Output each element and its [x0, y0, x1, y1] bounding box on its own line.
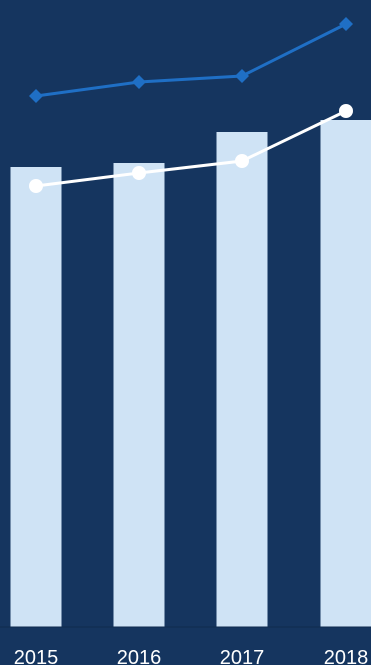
- point-diamond-2015: [29, 89, 43, 103]
- point-circle-2017: [235, 154, 249, 168]
- point-circle-2016: [132, 166, 146, 180]
- point-circle-2018: [339, 104, 353, 118]
- bar-2016: [113, 163, 165, 627]
- x-tick-2016: 2016: [117, 647, 162, 665]
- point-circle-2015: [29, 179, 43, 193]
- x-tick-2015: 2015: [14, 647, 59, 665]
- point-diamond-2016: [132, 75, 146, 89]
- bar-2018: [320, 120, 371, 627]
- point-diamond-2018: [339, 17, 353, 31]
- bar-2015: [10, 167, 62, 627]
- point-diamond-2017: [235, 69, 249, 83]
- line-series-circle: [35, 109, 347, 188]
- x-axis-ticks: 2015 2016 2017 2018: [14, 647, 369, 665]
- line-series-group: [29, 17, 353, 193]
- bar-series: [10, 120, 371, 627]
- x-tick-2017: 2017: [220, 647, 265, 665]
- bar-2017: [216, 132, 268, 627]
- x-tick-2018: 2018: [324, 647, 369, 665]
- line-series-diamond: [35, 22, 347, 98]
